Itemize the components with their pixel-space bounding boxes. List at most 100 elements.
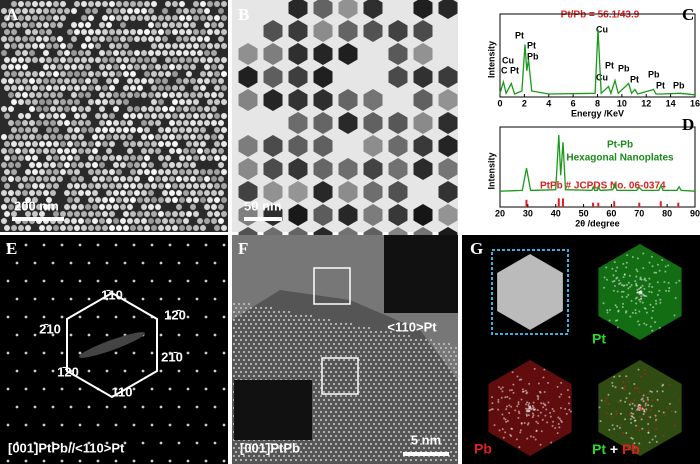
map-dot bbox=[638, 391, 641, 394]
particle bbox=[186, 15, 192, 21]
particle bbox=[78, 50, 84, 56]
atom bbox=[314, 410, 318, 414]
atom bbox=[267, 342, 271, 346]
particle bbox=[15, 22, 21, 28]
particle bbox=[127, 92, 133, 98]
x-tick-label: 20 bbox=[495, 208, 505, 218]
atom bbox=[407, 406, 411, 410]
atom bbox=[282, 374, 286, 378]
map-dot bbox=[501, 390, 504, 393]
map-dot bbox=[641, 409, 644, 412]
atom bbox=[297, 366, 301, 370]
atom bbox=[247, 454, 251, 458]
particle bbox=[64, 78, 70, 84]
atom bbox=[312, 422, 316, 426]
particle bbox=[78, 148, 84, 154]
atom bbox=[447, 398, 451, 402]
atom bbox=[392, 398, 396, 402]
atom bbox=[242, 350, 246, 354]
particle bbox=[29, 50, 35, 56]
atom bbox=[399, 346, 403, 350]
map-dot bbox=[629, 418, 632, 421]
map-dot bbox=[661, 259, 664, 262]
particle bbox=[18, 225, 24, 231]
spot bbox=[69, 441, 73, 445]
atom bbox=[452, 398, 456, 402]
particle bbox=[18, 85, 24, 91]
atom bbox=[264, 338, 268, 342]
particle bbox=[109, 183, 115, 189]
atom bbox=[234, 330, 238, 334]
particle bbox=[263, 43, 283, 65]
map-dot bbox=[510, 434, 513, 437]
atom bbox=[399, 362, 403, 366]
atom bbox=[284, 442, 288, 446]
spot bbox=[204, 279, 208, 283]
atom bbox=[314, 354, 318, 358]
atom bbox=[414, 362, 418, 366]
particle bbox=[81, 113, 87, 119]
particle bbox=[169, 92, 175, 98]
peak-label: C bbox=[501, 65, 508, 75]
particle bbox=[211, 22, 217, 28]
atom bbox=[329, 346, 333, 350]
map-dot bbox=[650, 255, 653, 258]
atom bbox=[427, 414, 431, 418]
particle bbox=[11, 211, 17, 217]
atom bbox=[407, 382, 411, 386]
atom bbox=[324, 426, 328, 430]
particle bbox=[130, 57, 136, 63]
particle bbox=[137, 169, 143, 175]
atom bbox=[327, 374, 331, 378]
atom bbox=[264, 322, 268, 326]
map-dot bbox=[527, 403, 530, 406]
map-dot bbox=[524, 389, 527, 392]
atom bbox=[337, 438, 341, 442]
atom bbox=[339, 386, 343, 390]
atom bbox=[312, 414, 316, 418]
spot bbox=[141, 369, 145, 373]
map-dot bbox=[544, 414, 547, 417]
atom bbox=[404, 354, 408, 358]
atom bbox=[384, 402, 388, 406]
atom bbox=[367, 382, 371, 386]
particle bbox=[413, 43, 433, 65]
particle bbox=[221, 127, 227, 133]
particle bbox=[197, 120, 203, 126]
map-dot bbox=[605, 266, 608, 269]
atom bbox=[339, 378, 343, 382]
particle bbox=[67, 155, 73, 161]
atom bbox=[319, 402, 323, 406]
particle bbox=[1, 162, 7, 168]
spot bbox=[60, 459, 64, 463]
particle bbox=[221, 183, 227, 189]
map-dot bbox=[639, 286, 642, 289]
map-dot bbox=[611, 267, 614, 270]
map-dot bbox=[648, 285, 651, 288]
atom bbox=[442, 398, 446, 402]
atom bbox=[297, 374, 301, 378]
map-dot bbox=[650, 317, 653, 320]
particle bbox=[165, 169, 171, 175]
particle bbox=[162, 218, 168, 224]
map-dot bbox=[615, 306, 618, 309]
atom bbox=[247, 318, 251, 322]
atom bbox=[437, 342, 441, 346]
atom bbox=[417, 414, 421, 418]
map-dot bbox=[510, 389, 513, 392]
particle bbox=[4, 155, 10, 161]
atom bbox=[367, 350, 371, 354]
atom bbox=[329, 370, 333, 374]
particle bbox=[39, 57, 45, 63]
particle bbox=[162, 36, 168, 42]
particle bbox=[92, 8, 98, 14]
spot bbox=[6, 279, 10, 283]
particle bbox=[221, 225, 227, 231]
atom bbox=[329, 402, 333, 406]
map-dot bbox=[667, 264, 670, 267]
spot bbox=[132, 387, 136, 391]
atom bbox=[362, 374, 366, 378]
atom bbox=[394, 394, 398, 398]
particle bbox=[207, 1, 213, 7]
particle bbox=[144, 71, 150, 77]
